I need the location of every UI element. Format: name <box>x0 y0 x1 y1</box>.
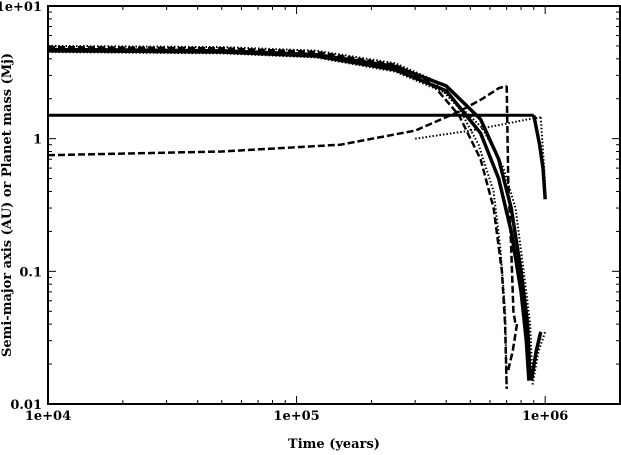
series-line-5 <box>532 114 547 200</box>
y-tick-label: 0.01 <box>10 398 42 413</box>
y-tick-label: 1 <box>33 133 42 148</box>
series-line-2 <box>47 47 532 381</box>
series-line-13 <box>539 117 547 185</box>
x-tick-label: 1e+06 <box>522 409 568 424</box>
series-line-9 <box>506 323 519 371</box>
tick-labels: 1e+04 1e+05 1e+06 1e+01 1 0.1 0.01 <box>0 0 568 424</box>
series-group <box>47 44 547 389</box>
series-line-6 <box>47 45 508 389</box>
y-axis-label: Semi-major axis (AU) or Planet mass (Mj) <box>0 53 15 357</box>
x-axis-label: Time (years) <box>288 437 380 452</box>
plot-frame <box>47 5 621 405</box>
y-tick-label: 1e+01 <box>0 0 42 15</box>
series-line-1 <box>47 48 531 381</box>
axis-ticks <box>47 5 621 405</box>
series-line-8 <box>505 85 517 325</box>
series-line-14 <box>531 331 547 385</box>
series-line-10 <box>47 44 508 389</box>
series-line-7 <box>47 84 508 157</box>
x-tick-label: 1e+05 <box>273 409 319 424</box>
x-tick-label: 1e+04 <box>25 409 71 424</box>
y-tick-label: 0.1 <box>19 265 42 280</box>
